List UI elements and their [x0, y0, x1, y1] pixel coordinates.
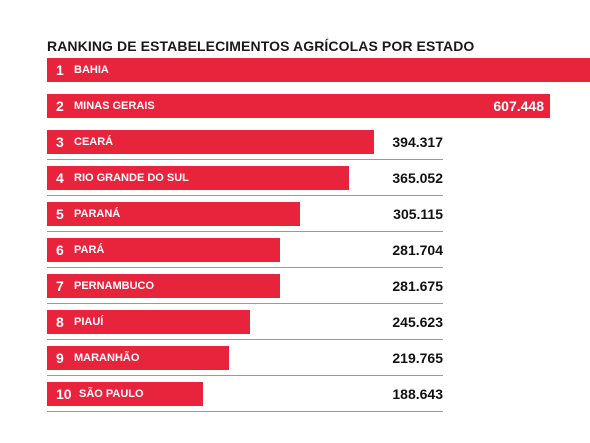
category-label: MARANHÃO [74, 352, 140, 364]
value-label: 281.704 [392, 242, 443, 258]
rank-label: 8 [56, 314, 64, 330]
category-label: CEARÁ [74, 136, 114, 148]
value-label: 219.765 [392, 350, 443, 366]
row-divider [47, 411, 443, 412]
row-divider [47, 267, 443, 268]
value-label: 188.643 [392, 386, 443, 402]
rank-label: 3 [56, 134, 64, 150]
row-divider [47, 339, 443, 340]
value-label: 281.675 [392, 278, 443, 294]
bar [47, 310, 251, 334]
category-label: PARÁ [74, 244, 105, 256]
row-divider [47, 375, 443, 376]
category-label: PIAUÍ [74, 316, 104, 328]
bar [47, 130, 374, 154]
category-label: PERNAMBUCO [74, 280, 155, 292]
rank-label: 10 [56, 386, 72, 402]
bar [47, 202, 300, 226]
category-label: SÃO PAULO [79, 388, 144, 400]
rank-label: 4 [56, 170, 64, 186]
category-label: BAHIA [74, 64, 109, 76]
rank-label: 1 [56, 62, 64, 78]
rank-label: 5 [56, 206, 64, 222]
value-label: 305.115 [393, 206, 443, 222]
rank-label: 9 [56, 350, 64, 366]
bar [47, 58, 590, 82]
value-label: 394.317 [392, 134, 443, 150]
bar [47, 238, 281, 262]
bar [47, 166, 350, 190]
category-label: MINAS GERAIS [74, 100, 155, 112]
bar [47, 382, 204, 406]
bar [47, 94, 550, 118]
value-label: 245.623 [392, 314, 443, 330]
row-divider [47, 231, 443, 232]
chart-title: RANKING DE ESTABELECIMENTOS AGRÍCOLAS PO… [47, 38, 475, 54]
row-divider [47, 303, 443, 304]
category-label: RIO GRANDE DO SUL [74, 172, 189, 184]
bar [47, 346, 229, 370]
row-divider [47, 159, 443, 160]
value-label: 365.052 [392, 170, 443, 186]
rank-label: 7 [56, 278, 64, 294]
category-label: PARANÁ [74, 208, 121, 220]
rank-label: 6 [56, 242, 64, 258]
rank-label: 2 [56, 98, 64, 114]
value-label: 607.448 [493, 98, 544, 114]
bar [47, 274, 281, 298]
row-divider [47, 195, 443, 196]
